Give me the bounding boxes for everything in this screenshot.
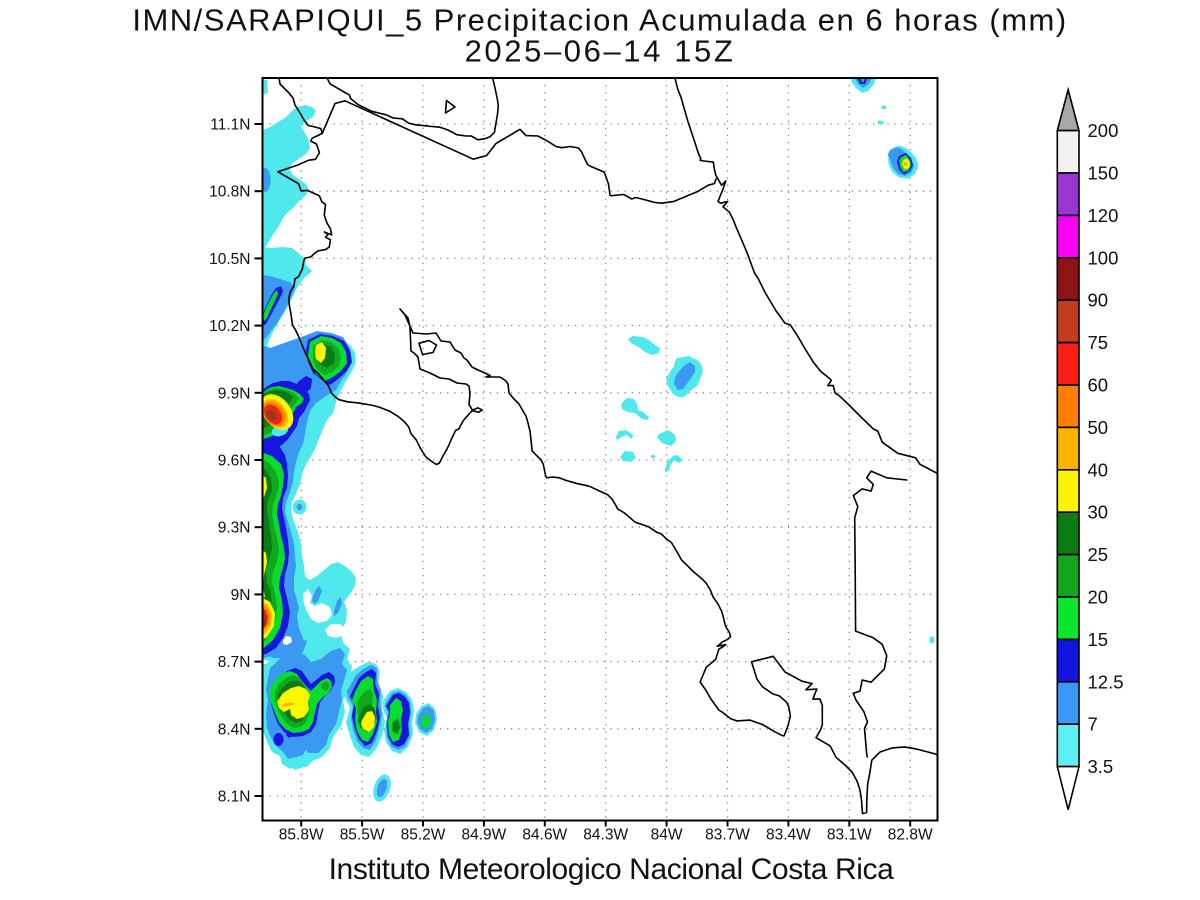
svg-text:50: 50: [1088, 417, 1109, 438]
svg-text:90: 90: [1088, 290, 1109, 311]
svg-text:84.9W: 84.9W: [461, 827, 506, 844]
svg-text:83.1W: 83.1W: [827, 827, 872, 844]
svg-text:9N: 9N: [231, 587, 251, 604]
svg-text:8.4N: 8.4N: [218, 721, 251, 738]
svg-text:IMN/SARAPIQUI_5 Precipitacion: IMN/SARAPIQUI_5 Precipitacion Acumulada …: [132, 3, 1067, 38]
svg-text:Instituto Meteorologico Nacion: Instituto Meteorologico Nacional Costa R…: [329, 853, 894, 886]
svg-text:75: 75: [1088, 332, 1109, 353]
svg-text:12.5: 12.5: [1088, 671, 1124, 692]
svg-text:82.8W: 82.8W: [888, 827, 933, 844]
svg-text:84.6W: 84.6W: [522, 827, 567, 844]
svg-text:15: 15: [1088, 629, 1109, 650]
svg-text:150: 150: [1088, 163, 1119, 184]
svg-text:8.1N: 8.1N: [218, 789, 251, 806]
svg-text:8.7N: 8.7N: [218, 654, 251, 671]
svg-text:30: 30: [1088, 502, 1109, 523]
svg-text:200: 200: [1088, 120, 1119, 141]
svg-text:3.5: 3.5: [1088, 756, 1114, 777]
svg-text:10.5N: 10.5N: [209, 251, 250, 268]
svg-text:60: 60: [1088, 375, 1109, 396]
svg-text:10.8N: 10.8N: [209, 184, 250, 201]
svg-text:9.6N: 9.6N: [218, 453, 251, 470]
svg-text:83.4W: 83.4W: [766, 827, 811, 844]
svg-text:85.8W: 85.8W: [279, 827, 324, 844]
svg-text:9.9N: 9.9N: [218, 385, 251, 402]
svg-text:7: 7: [1088, 714, 1098, 735]
svg-text:10.2N: 10.2N: [209, 318, 250, 335]
svg-text:84W: 84W: [651, 827, 683, 844]
svg-text:11.1N: 11.1N: [210, 117, 250, 134]
svg-text:83.7W: 83.7W: [705, 827, 750, 844]
svg-text:20: 20: [1088, 587, 1109, 608]
svg-text:2025–06–14 15Z: 2025–06–14 15Z: [465, 34, 736, 69]
svg-text:85.5W: 85.5W: [340, 827, 385, 844]
svg-text:120: 120: [1088, 205, 1119, 226]
svg-text:9.3N: 9.3N: [218, 520, 251, 537]
svg-text:40: 40: [1088, 459, 1109, 480]
svg-text:100: 100: [1088, 247, 1119, 268]
svg-text:84.3W: 84.3W: [583, 827, 628, 844]
svg-text:25: 25: [1088, 544, 1109, 565]
svg-text:85.2W: 85.2W: [401, 827, 446, 844]
